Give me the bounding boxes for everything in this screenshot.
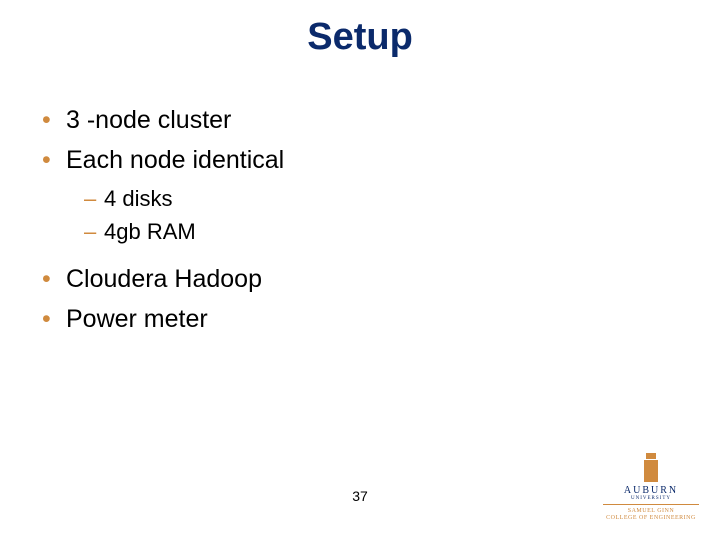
tower-icon — [642, 453, 660, 483]
sub-bullet-item: 4 disks — [84, 184, 660, 214]
bullet-item: Cloudera Hadoop — [40, 263, 660, 297]
bullet-item: 3 -node cluster — [40, 104, 660, 138]
slide-content: 3 -node cluster Each node identical 4 di… — [40, 98, 660, 342]
sub-bullet-item: 4gb RAM — [84, 217, 660, 247]
spacer — [40, 251, 660, 257]
logo-text-college1: SAMUEL GINN — [596, 508, 706, 515]
logo-text-university: AUBURN — [596, 485, 706, 496]
logo-divider — [603, 504, 699, 505]
logo-text-sub: UNIVERSITY — [596, 496, 706, 501]
slide-title: Setup — [0, 16, 720, 59]
logo-text-college2: COLLEGE OF ENGINEERING — [596, 515, 706, 522]
bullet-item: Power meter — [40, 303, 660, 337]
bullet-item: Each node identical — [40, 144, 660, 178]
slide: Setup 3 -node cluster Each node identica… — [0, 0, 720, 540]
auburn-logo: AUBURN UNIVERSITY SAMUEL GINN COLLEGE OF… — [596, 453, 706, 522]
